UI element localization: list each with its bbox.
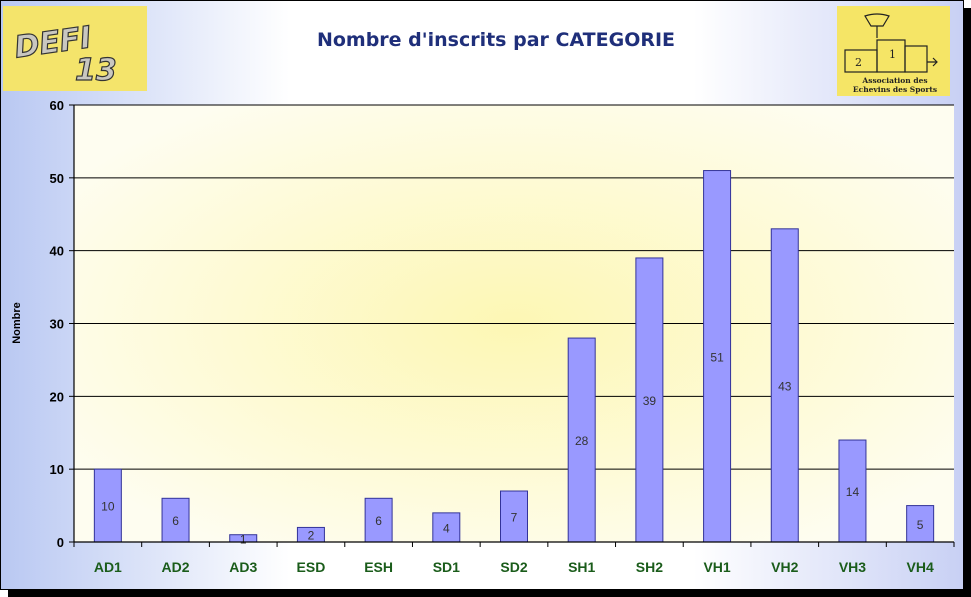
defi-13-logo: DEFI 13 bbox=[3, 6, 147, 91]
bar-sd2 bbox=[500, 490, 528, 543]
bar-sd1 bbox=[432, 512, 461, 543]
bar-sh2 bbox=[635, 257, 664, 543]
data-label-vh2: 43 bbox=[778, 379, 792, 393]
y-tick-labels: 0 10 20 30 40 50 60 bbox=[50, 98, 64, 550]
x-tick-label-sh1: SH1 bbox=[568, 559, 595, 575]
bar-esh bbox=[364, 497, 393, 543]
y-tick-label: 20 bbox=[50, 389, 64, 404]
svg-text:1: 1 bbox=[889, 48, 896, 61]
defi-13-logo-graphic: DEFI 13 bbox=[12, 20, 118, 89]
x-tick-label-ad3: AD3 bbox=[229, 559, 257, 575]
data-label-sh2: 39 bbox=[643, 394, 657, 408]
logo-right-line1: Association des bbox=[861, 76, 927, 85]
x-tick-label-vh2: VH2 bbox=[771, 559, 798, 575]
data-label-vh1: 51 bbox=[710, 350, 724, 364]
frame-shadow-bottom bbox=[8, 590, 971, 597]
y-tick-label: 30 bbox=[50, 317, 64, 332]
x-tick-label-vh4: VH4 bbox=[907, 559, 934, 575]
axes bbox=[69, 104, 955, 547]
bar-ad2 bbox=[161, 497, 190, 543]
y-tick-label: 40 bbox=[50, 244, 64, 259]
data-label-vh4: 5 bbox=[917, 518, 924, 532]
bar-chart: 10 6 1 2 6 4 7 28 39 51 43 14 5 0 10 20 30 40 50 60 AD1 AD2… bbox=[50, 98, 955, 575]
svg-text:2: 2 bbox=[855, 56, 862, 69]
y-tick-label: 10 bbox=[50, 462, 64, 477]
bar-sh1 bbox=[567, 337, 596, 543]
bar-ad1 bbox=[93, 468, 122, 543]
data-label-ad2: 6 bbox=[172, 514, 179, 528]
x-tick-label-sd1: SD1 bbox=[433, 559, 460, 575]
data-label-sd2: 7 bbox=[511, 511, 518, 525]
x-tick-label-ad2: AD2 bbox=[162, 559, 190, 575]
data-label-esd: 2 bbox=[308, 529, 315, 543]
data-label-ad1: 10 bbox=[101, 500, 115, 514]
y-tick-label: 60 bbox=[50, 98, 64, 113]
x-tick-label-vh3: VH3 bbox=[839, 559, 866, 575]
logo-right-line2: Echevins des Sports bbox=[853, 85, 937, 94]
y-tick-label: 50 bbox=[50, 171, 64, 186]
x-tick-label-esd: ESD bbox=[297, 559, 326, 575]
gridlines bbox=[74, 104, 954, 470]
y-tick-label: 0 bbox=[57, 535, 64, 550]
x-tick-labels: AD1 AD2 AD3 ESD ESH SD1 SD2 SH1 SH2 VH1 VH2 VH3 VH4 bbox=[94, 559, 934, 575]
x-tick-label-sh2: SH2 bbox=[636, 559, 663, 575]
bar-vh2 bbox=[770, 228, 799, 543]
data-label-sh1: 28 bbox=[575, 434, 589, 448]
data-label-sd1: 4 bbox=[443, 521, 450, 535]
data-label-vh3: 14 bbox=[846, 485, 860, 499]
podium-logo: 2 1 Association des Echevins des Sports bbox=[837, 6, 950, 96]
bars: 10 6 1 2 6 4 7 28 39 51 43 14 5 bbox=[93, 170, 935, 546]
x-tick-label-esh: ESH bbox=[364, 559, 393, 575]
bar-vh3 bbox=[838, 439, 867, 543]
data-label-esh: 6 bbox=[375, 514, 382, 528]
podium-logo-graphic: 2 1 Association des Echevins des Sports bbox=[844, 13, 938, 94]
chart-title: Nombre d'inscrits par CATEGORIE bbox=[316, 29, 676, 51]
x-tick-label-ad1: AD1 bbox=[94, 559, 122, 575]
data-label-ad3: 1 bbox=[240, 532, 247, 546]
x-tick-label-sd2: SD2 bbox=[500, 559, 527, 575]
frame-shadow-right bbox=[964, 8, 971, 597]
x-tick-label-vh1: VH1 bbox=[703, 559, 730, 575]
logo-left-line2: 13 bbox=[75, 53, 117, 88]
